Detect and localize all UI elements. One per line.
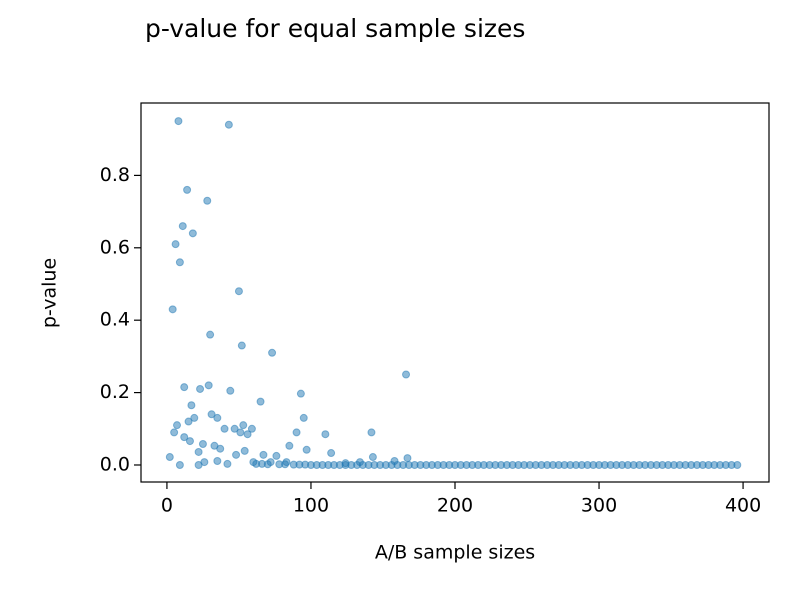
- point: [236, 428, 245, 437]
- x-axis-label: A/B sample sizes: [375, 542, 535, 564]
- point: [206, 330, 215, 339]
- x-tick-label: 100: [293, 495, 329, 517]
- point: [321, 430, 330, 439]
- point: [168, 305, 177, 314]
- point: [240, 446, 249, 455]
- point: [216, 444, 225, 453]
- point: [230, 424, 239, 433]
- point: [327, 449, 336, 458]
- point: [213, 457, 222, 466]
- point: [204, 381, 213, 390]
- point: [174, 117, 183, 126]
- point: [281, 460, 290, 469]
- x-tick-label: 200: [437, 495, 473, 517]
- point: [292, 428, 301, 437]
- point: [403, 454, 412, 463]
- point: [213, 413, 222, 422]
- point: [268, 348, 277, 357]
- point: [223, 459, 232, 468]
- point: [232, 450, 241, 459]
- point: [247, 424, 256, 433]
- y-tick-label: 0.0: [100, 453, 130, 475]
- y-tick-label: 0.4: [100, 309, 130, 331]
- y-axis-label: p-value: [39, 258, 61, 328]
- point: [200, 458, 209, 467]
- point: [239, 421, 248, 430]
- x-tick-label: 400: [725, 495, 761, 517]
- point: [183, 185, 192, 194]
- point: [368, 453, 377, 462]
- point: [175, 460, 184, 469]
- point: [180, 433, 189, 442]
- point: [402, 370, 411, 379]
- plot-frame: [140, 102, 770, 483]
- point: [733, 460, 742, 469]
- point: [207, 410, 216, 419]
- point: [224, 120, 233, 129]
- point: [180, 383, 189, 392]
- chart-title: p-value for equal sample sizes: [145, 14, 525, 43]
- point: [243, 430, 252, 439]
- point: [170, 428, 179, 437]
- point: [187, 401, 196, 410]
- point: [226, 386, 235, 395]
- y-tick-label: 0.2: [100, 381, 130, 403]
- point: [178, 222, 187, 231]
- point: [302, 445, 311, 454]
- point: [272, 451, 281, 460]
- point: [285, 441, 294, 450]
- point: [196, 384, 205, 393]
- point: [198, 439, 207, 448]
- point: [367, 428, 376, 437]
- x-tick-label: 300: [581, 495, 617, 517]
- point: [237, 341, 246, 350]
- point: [165, 453, 174, 462]
- point: [234, 287, 243, 296]
- point: [185, 437, 194, 446]
- point: [259, 450, 268, 459]
- point: [175, 258, 184, 267]
- point: [194, 447, 203, 456]
- point: [263, 460, 272, 469]
- point: [190, 413, 199, 422]
- point: [299, 413, 308, 422]
- point: [171, 240, 180, 249]
- y-tick-label: 0.6: [100, 236, 130, 258]
- point: [173, 421, 182, 430]
- point: [188, 229, 197, 238]
- y-tick-label: 0.8: [100, 164, 130, 186]
- point: [296, 389, 305, 398]
- x-tick-label: 0: [161, 495, 173, 517]
- point: [203, 196, 212, 205]
- point: [220, 424, 229, 433]
- point: [184, 417, 193, 426]
- point: [256, 397, 265, 406]
